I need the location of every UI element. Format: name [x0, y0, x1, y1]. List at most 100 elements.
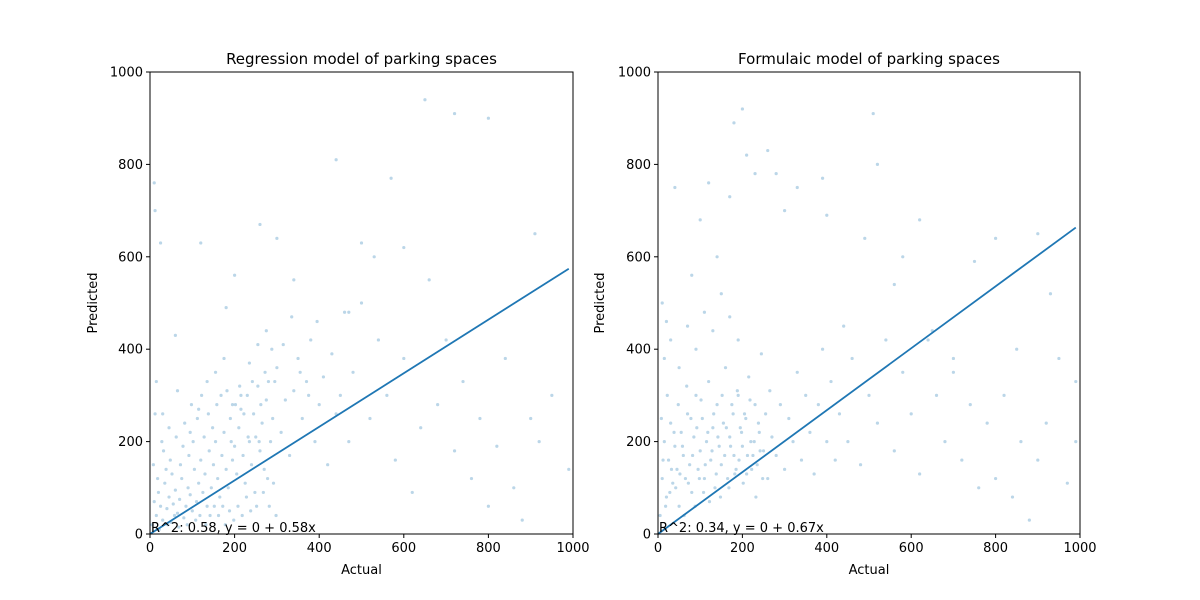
scatter-point — [177, 525, 181, 529]
scatter-point — [252, 412, 256, 416]
scatter-point — [791, 440, 795, 444]
scatter-point — [692, 435, 696, 439]
scatter-point — [275, 366, 279, 370]
scatter-point — [783, 209, 787, 213]
scatter-point — [1065, 481, 1069, 485]
scatter-point — [198, 513, 202, 518]
scatter-point — [168, 458, 172, 462]
scatter-point — [537, 440, 541, 444]
scatter-point — [279, 430, 283, 434]
scatter-point — [691, 453, 695, 458]
scatter-point — [151, 463, 155, 467]
x-tick-label: 1000 — [556, 541, 589, 556]
scatter-point — [250, 379, 254, 384]
scatter-point — [224, 467, 228, 471]
scatter-point — [787, 416, 791, 421]
scatter-point — [150, 523, 154, 527]
scatter-point — [863, 236, 867, 240]
scatter-point — [1002, 393, 1006, 397]
scatter-point — [164, 467, 168, 471]
scatter-point — [192, 467, 197, 471]
scatter-point — [368, 416, 372, 421]
scatter-point — [255, 504, 259, 508]
y-tick-label: 800 — [626, 158, 651, 173]
scatter-point — [153, 412, 157, 416]
scatter-point — [173, 488, 177, 492]
scatter-point — [372, 255, 376, 259]
scatter-point — [165, 506, 169, 511]
scatter-point — [182, 516, 186, 520]
scatter-point — [820, 347, 825, 351]
scatter-point — [213, 440, 218, 444]
scatter-point — [875, 421, 880, 425]
scatter-point — [943, 440, 947, 444]
scatter-point — [290, 315, 294, 319]
scatter-point — [205, 504, 209, 508]
scatter-point — [240, 513, 244, 518]
scatter-point — [156, 476, 160, 481]
scatter-point — [267, 504, 271, 508]
scatter-point — [909, 412, 913, 416]
scatter-point — [758, 449, 762, 453]
y-tick-label: 0 — [135, 528, 143, 543]
scatter-point — [685, 324, 690, 328]
scatter-point — [260, 421, 264, 425]
scatter-point — [774, 453, 778, 458]
scatter-point — [281, 342, 285, 347]
scatter-point — [300, 416, 304, 421]
scatter-point — [934, 393, 939, 397]
scatter-point — [1036, 458, 1040, 462]
scatter-point — [1036, 232, 1040, 236]
scatter-point — [216, 476, 220, 481]
scatter-point — [202, 435, 206, 439]
scatter-point — [469, 476, 474, 481]
scatter-point — [732, 121, 736, 125]
scatter-point — [753, 403, 757, 407]
scatter-point — [892, 282, 896, 287]
scatter-point — [674, 486, 678, 490]
scatter-point — [697, 476, 701, 481]
scatter-point — [739, 430, 744, 434]
scatter-point — [715, 255, 719, 259]
scatter-point — [330, 352, 334, 356]
scatter-point — [225, 389, 229, 393]
scatter-point — [751, 453, 755, 458]
scatter-point — [726, 476, 730, 481]
scatter-point — [338, 393, 342, 397]
scatter-point — [718, 495, 723, 499]
scatter-point — [347, 310, 351, 314]
scatter-point — [173, 333, 177, 337]
scatter-point — [753, 172, 757, 176]
scatter-point — [816, 403, 820, 407]
scatter-point — [359, 241, 364, 245]
scatter-point — [736, 338, 740, 342]
plot-area-frame — [657, 71, 1081, 535]
scatter-point — [161, 412, 165, 416]
scatter-point — [158, 504, 163, 508]
scatter-point — [342, 310, 347, 314]
scatter-point — [154, 513, 158, 518]
scatter-point — [918, 472, 922, 476]
scatter-point — [1048, 292, 1053, 296]
scatter-point — [230, 403, 235, 407]
scatter-point — [704, 440, 709, 444]
scatter-point — [167, 495, 171, 499]
scatter-point — [1019, 440, 1023, 444]
fit-annotation: R^2: 0.34, y = 0 + 0.67x — [659, 521, 824, 536]
scatter-point — [228, 416, 232, 421]
scatter-point — [736, 393, 740, 397]
scatter-point — [427, 278, 431, 282]
scatter-point — [175, 389, 180, 393]
scatter-point — [742, 412, 747, 416]
scatter-point — [926, 338, 930, 342]
x-tick-label: 800 — [476, 541, 501, 556]
scatter-point — [452, 449, 457, 453]
scatter-point — [247, 361, 252, 365]
formulaic-chart: Formulaic model of parking spaces 0 200 40… — [593, 50, 1097, 578]
scatter-point — [239, 407, 243, 411]
scatter-point — [707, 181, 711, 185]
scatter-point — [359, 301, 364, 305]
scatter-point — [178, 463, 183, 467]
scatter-point — [728, 444, 733, 448]
scatter-point — [673, 185, 677, 190]
